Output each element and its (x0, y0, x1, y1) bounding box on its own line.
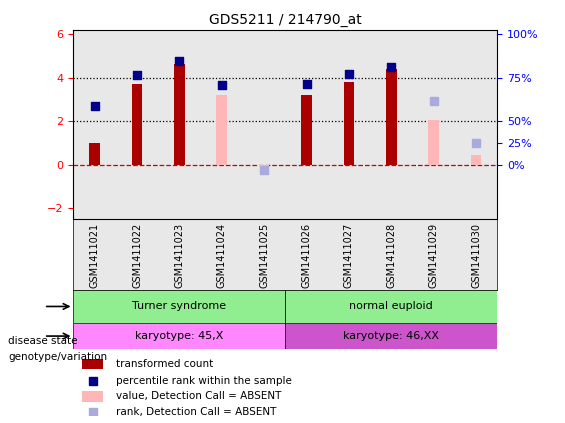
Point (175, 58, 184, 65)
Bar (412, 219, 455, 290)
Bar (412, 30, 455, 219)
Bar (386, 69, 397, 165)
Bar (344, 82, 354, 165)
FancyBboxPatch shape (73, 323, 285, 349)
Bar (82, 391, 103, 401)
Text: normal euploid: normal euploid (349, 302, 433, 311)
Bar (370, 219, 412, 290)
Text: transformed count: transformed count (116, 359, 213, 369)
Bar (201, 219, 243, 290)
Bar (370, 30, 412, 219)
Bar (174, 64, 185, 165)
Bar (89, 143, 100, 165)
Text: GSM1411029: GSM1411029 (429, 222, 438, 288)
Bar (243, 219, 285, 290)
Text: GSM1411022: GSM1411022 (132, 222, 142, 288)
Point (217, 82, 226, 88)
Text: GSM1411021: GSM1411021 (90, 222, 99, 288)
Text: value, Detection Call = ABSENT: value, Detection Call = ABSENT (116, 391, 281, 401)
Bar (82, 359, 103, 369)
Title: GDS5211 / 214790_at: GDS5211 / 214790_at (209, 13, 362, 27)
Text: GSM1411026: GSM1411026 (302, 222, 311, 288)
Bar (216, 95, 227, 165)
Bar (455, 30, 497, 219)
Text: percentile rank within the sample: percentile rank within the sample (116, 376, 292, 386)
FancyBboxPatch shape (73, 290, 285, 323)
Text: Turner syndrome: Turner syndrome (132, 302, 227, 311)
Bar (116, 30, 158, 219)
Bar (132, 84, 142, 165)
Text: GSM1411030: GSM1411030 (471, 222, 481, 288)
Bar (285, 219, 328, 290)
Point (471, 140, 480, 146)
Point (429, 98, 438, 105)
Text: GSM1411025: GSM1411025 (259, 222, 269, 288)
Bar (301, 95, 312, 165)
Point (259, 167, 269, 173)
Text: GSM1411028: GSM1411028 (386, 222, 396, 288)
Bar (243, 30, 285, 219)
Bar (259, 165, 270, 166)
Bar (73, 219, 116, 290)
Text: GSM1411027: GSM1411027 (344, 222, 354, 288)
Point (90, 102, 99, 109)
Point (344, 71, 354, 78)
Bar (73, 30, 116, 219)
FancyBboxPatch shape (285, 290, 497, 323)
FancyBboxPatch shape (285, 323, 497, 349)
Text: karyotype: 45,X: karyotype: 45,X (135, 331, 224, 341)
Text: genotype/variation: genotype/variation (8, 352, 107, 363)
Bar (158, 219, 201, 290)
Text: karyotype: 46,XX: karyotype: 46,XX (344, 331, 439, 341)
Point (132, 72, 141, 79)
Bar (471, 155, 481, 165)
Bar (285, 30, 328, 219)
Bar (116, 219, 158, 290)
Bar (328, 219, 370, 290)
Text: GSM1411024: GSM1411024 (217, 222, 227, 288)
Point (386, 63, 396, 70)
Bar (455, 219, 497, 290)
Bar (328, 30, 370, 219)
Text: rank, Detection Call = ABSENT: rank, Detection Call = ABSENT (116, 407, 276, 417)
Bar (201, 30, 243, 219)
Bar (158, 30, 201, 219)
Text: GSM1411023: GSM1411023 (175, 222, 184, 288)
Bar (428, 120, 439, 165)
Text: disease state: disease state (8, 335, 78, 346)
Point (302, 81, 311, 88)
